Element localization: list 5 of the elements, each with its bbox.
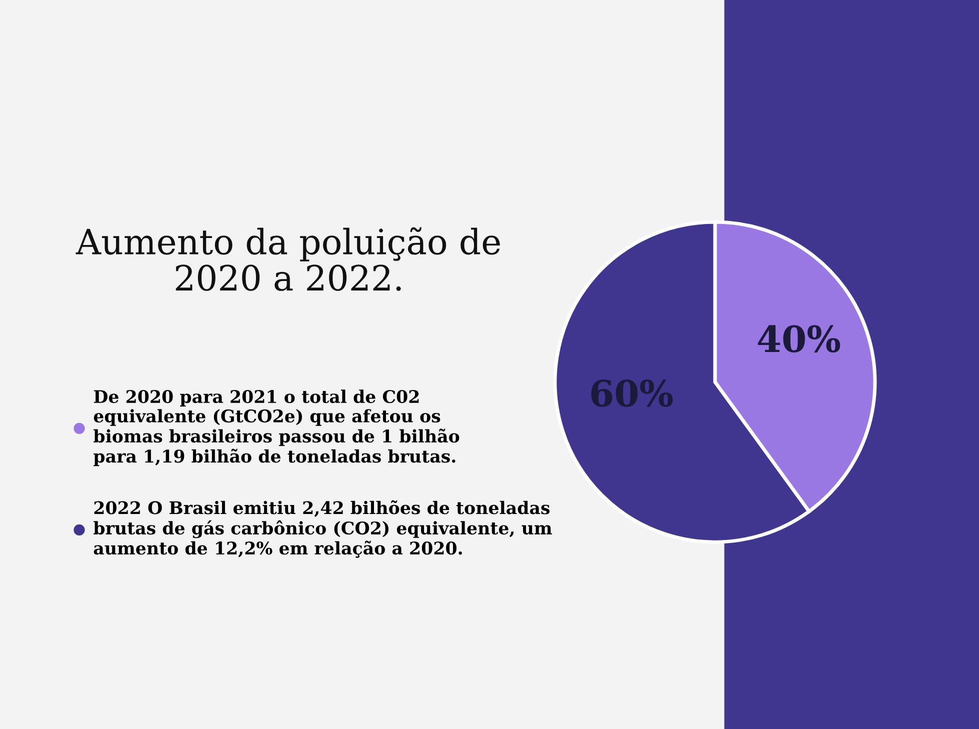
text: Aumento da poluição de 2020 a 2022.	[76, 227, 500, 291]
data-label: 60%	[591, 380, 673, 407]
data-label: 40%	[758, 325, 840, 352]
legend-label: 2022 O Brasil emitiu 2,42 bilhões de toneladas brutas de gás carbônico (CO2) equivalente, um aumento de 12,2% em relação a 2020.	[94, 500, 552, 558]
legend-label: De 2020 para 2021 o total de C02 equivalente (GtCO2e) que afetou os biomas brasileiros passou de 1 bilhão para 1,19 bilhão de toneladas brutas.	[94, 390, 460, 466]
